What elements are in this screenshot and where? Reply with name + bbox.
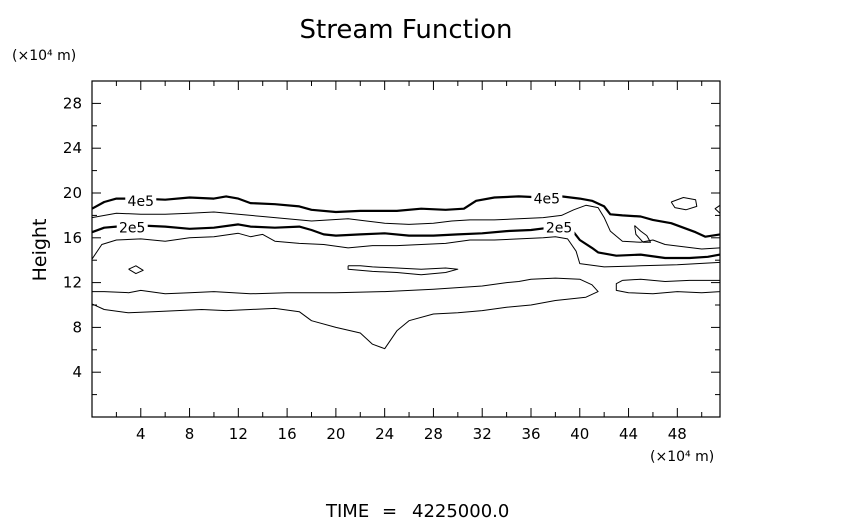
x-tick-label: 36 xyxy=(521,425,540,443)
x-tick-label: 20 xyxy=(326,425,345,443)
contour-label: 4e5 xyxy=(534,192,560,208)
y-tick-label: 4 xyxy=(72,363,82,381)
contour-line-8 xyxy=(347,265,459,276)
y-tick-label: 28 xyxy=(63,94,82,112)
y-tick-label: 12 xyxy=(63,274,82,292)
contour-label-bg xyxy=(531,190,563,206)
contour-line-5 xyxy=(91,277,599,350)
x-tick-label: 8 xyxy=(185,425,195,443)
time-equals: = xyxy=(382,501,397,519)
chart-title: Stream Function xyxy=(300,15,513,45)
contour-level-labels: 4e5 2e5 4e5 2e5 xyxy=(116,190,575,237)
contour-line-4 xyxy=(91,232,721,268)
contour-label-bg xyxy=(543,219,575,235)
x-tick-label: 12 xyxy=(229,425,248,443)
contour-line-9 xyxy=(670,197,698,211)
contour-line-6 xyxy=(615,278,721,295)
contour-label: 2e5 xyxy=(119,221,145,237)
contour-line-1 xyxy=(91,195,721,238)
time-footer: TIME = 4225000.0 xyxy=(325,501,509,519)
contour-line-10 xyxy=(634,225,651,243)
y-axis-unit: (×10⁴ m) xyxy=(12,48,76,64)
y-axis-label: Height xyxy=(29,219,51,282)
contour-line-3 xyxy=(91,204,721,250)
x-tick-label: 24 xyxy=(375,425,394,443)
x-tick-label: 16 xyxy=(278,425,297,443)
plot-frame xyxy=(91,80,721,418)
contour-lines xyxy=(91,195,721,350)
contour-line-7 xyxy=(128,265,144,275)
contour-label-bg xyxy=(125,192,157,208)
x-tick-label: 40 xyxy=(570,425,589,443)
contour-label-bg xyxy=(116,219,148,235)
contour-label: 2e5 xyxy=(546,221,572,237)
y-tick-label: 20 xyxy=(63,184,82,202)
x-axis-unit: (×10⁴ m) xyxy=(650,449,714,465)
y-tick-label: 16 xyxy=(63,229,82,247)
x-tick-label: 44 xyxy=(619,425,638,443)
x-tick-label: 28 xyxy=(424,425,443,443)
contour-line-11 xyxy=(714,204,721,214)
time-label: TIME xyxy=(325,501,369,519)
time-value: 4225000.0 xyxy=(412,501,509,519)
y-tick-label: 24 xyxy=(63,139,82,157)
contour-label: 4e5 xyxy=(128,194,154,210)
x-tick-label: 4 xyxy=(136,425,146,443)
contour-line-2 xyxy=(91,223,721,260)
axis-ticks xyxy=(92,81,720,417)
x-tick-label: 32 xyxy=(473,425,492,443)
y-tick-label: 8 xyxy=(72,318,82,336)
x-tick-label: 48 xyxy=(668,425,687,443)
